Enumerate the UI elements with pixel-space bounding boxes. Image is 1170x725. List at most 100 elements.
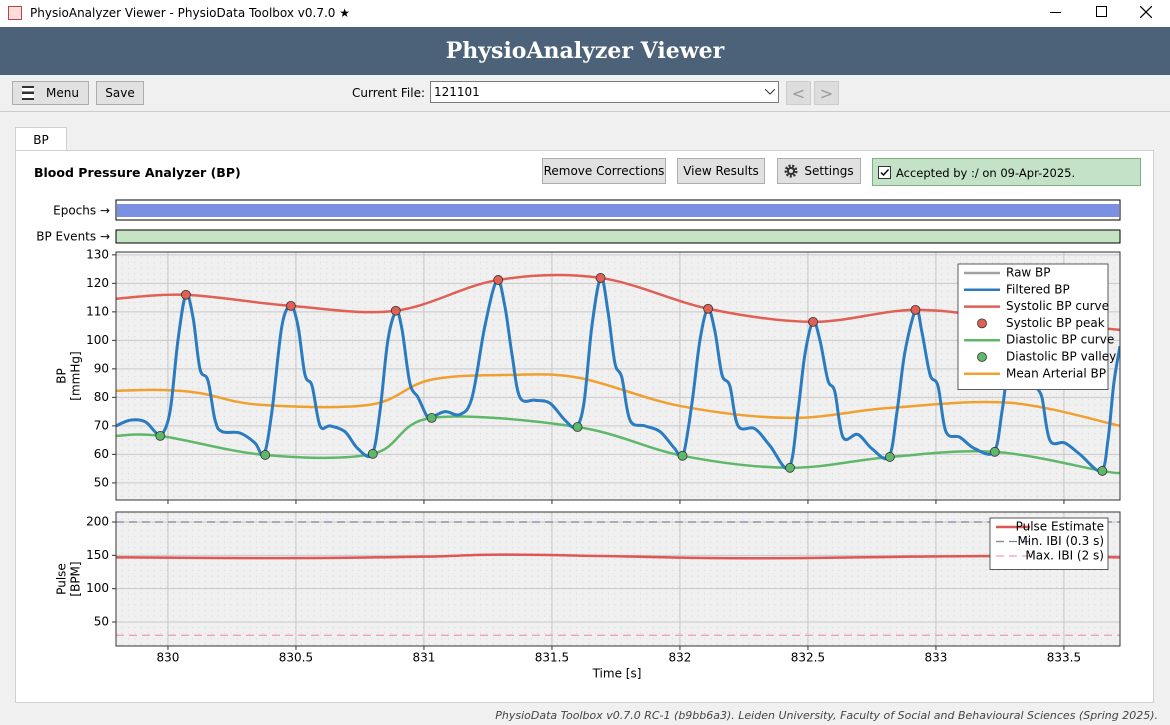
legend-label: Systolic BP peak: [1006, 316, 1105, 330]
button-label: Settings: [804, 164, 854, 178]
legend-label: Filtered BP: [1006, 282, 1070, 296]
marker: [703, 303, 714, 314]
y-tick-label: 150: [86, 548, 109, 562]
marker: [426, 413, 437, 423]
footer: PhysioData Toolbox v0.7.0 RC-1 (b9bb6a3)…: [495, 709, 1158, 722]
minor-grid: [116, 252, 1120, 500]
file-dropdown[interactable]: 121101: [430, 81, 779, 103]
bp-tab[interactable]: BP: [15, 127, 67, 151]
legend-label: Min. IBI (0.3 s): [1017, 534, 1104, 548]
events-track: [115, 229, 1121, 244]
legend-label: Raw BP: [1006, 266, 1051, 280]
y-tick-label: 120: [86, 276, 109, 290]
dropdown-arrow: [765, 89, 775, 95]
save-button[interactable]: Save: [96, 81, 144, 105]
x-tick-label: 833: [924, 651, 947, 665]
close-button[interactable]: [1140, 6, 1152, 18]
y-tick-label: 100: [86, 581, 109, 595]
gear-icon: [784, 164, 798, 178]
marker: [989, 446, 1000, 457]
remove-corrections-button[interactable]: Remove Corrections: [542, 158, 666, 184]
menu-icon: [22, 86, 35, 100]
epoch-band: [117, 204, 1119, 217]
minor-grid: [116, 512, 1120, 646]
plot: 50 60 70 80 90 100 110 120 130 BP [mmHg] Raw BP Filt…: [55, 247, 1121, 504]
x-tick-label: 830.5: [279, 651, 313, 665]
x-tick-label: 831: [413, 651, 436, 665]
check-mark: [880, 169, 890, 177]
view-results-button[interactable]: View Results: [677, 158, 765, 184]
y-tick-label: 110: [86, 304, 109, 318]
x-tick-label: 833.5: [1047, 651, 1081, 665]
series-line: [116, 373, 1120, 428]
series-layer: [116, 273, 1120, 476]
prev-label: <: [791, 83, 806, 103]
legend-label: Mean Arterial BP: [1006, 366, 1106, 380]
marker: [808, 316, 818, 327]
x-tick-label: 831.5: [535, 651, 569, 665]
next-button[interactable]: >: [814, 81, 839, 105]
y-axis-label: Pulse: [55, 563, 69, 595]
y-tick-label: 70: [94, 418, 109, 432]
marker: [180, 289, 191, 300]
button-label: View Results: [683, 164, 759, 178]
toolbar: Menu Save Current File: 121101 < >: [0, 75, 1170, 112]
minimize-button[interactable]: [1050, 12, 1061, 13]
marker: [572, 422, 583, 432]
y-tick-label: 200: [86, 515, 109, 529]
marker: [367, 448, 378, 459]
status-checkbox[interactable]: [878, 166, 891, 179]
header: PhysioAnalyzer Viewer: [0, 27, 1170, 75]
y-tick-label: 60: [94, 447, 109, 461]
marker: [785, 462, 795, 473]
marker: [910, 304, 921, 315]
marker: [677, 450, 688, 461]
button-label: Remove Corrections: [543, 164, 665, 178]
window-title: PhysioAnalyzer Viewer - PhysioData Toolb…: [30, 6, 351, 20]
status-box: Accepted by :/ on 09-Apr-2025.: [872, 158, 1141, 186]
tab-label: BP: [33, 132, 49, 147]
events-label: BP Events →: [36, 230, 110, 244]
panel-title: Blood Pressure Analyzer (BP): [34, 165, 241, 180]
series-line: [116, 553, 1120, 560]
legend-label: Systolic BP curve: [1006, 299, 1109, 313]
x-tick-label: 832.5: [791, 651, 825, 665]
file-value: 121101: [434, 85, 480, 99]
marker: [884, 452, 895, 462]
y-tick-label: 50: [94, 475, 109, 489]
y-axis-label: BP: [55, 368, 69, 383]
marker: [260, 450, 271, 460]
plot-frame: [115, 511, 1121, 647]
settings-button[interactable]: Settings: [777, 158, 861, 184]
marker: [155, 430, 166, 441]
file-label: Current File:: [352, 86, 426, 100]
legend-label: Diastolic BP curve: [1006, 333, 1114, 347]
marker: [595, 273, 606, 283]
legend-label: Diastolic BP valley: [1006, 350, 1116, 364]
x-tick-label: 832: [668, 651, 691, 665]
maximize-button[interactable]: [1096, 6, 1107, 17]
plot-layer: 50 60 70 80 90 100 110 120 130 BP [mmHg] Raw BP Filt…: [55, 247, 1121, 665]
x-axis-label: Time [s]: [592, 667, 642, 681]
series-line: [116, 276, 1120, 473]
series-layer: [116, 521, 1120, 636]
app-icon: [8, 6, 22, 20]
marker: [1097, 466, 1108, 476]
y-axis-label: [BPM]: [69, 561, 83, 596]
epochs-label: Epochs →: [53, 204, 110, 218]
y-tick-label: 50: [94, 615, 109, 629]
legend-marker: [977, 318, 987, 329]
marker: [390, 305, 401, 316]
title-bar: PhysioAnalyzer Viewer - PhysioData Toolb…: [0, 0, 1170, 27]
x-tick-label: 830: [157, 651, 180, 665]
prev-button[interactable]: <: [786, 81, 811, 105]
plot: 50 100 150 200 830 830.5 831 831.5 832 832.5 833 83…: [55, 511, 1121, 665]
save-label: Save: [105, 86, 135, 100]
y-tick-label: 80: [94, 390, 109, 404]
marker: [493, 275, 504, 285]
y-tick-label: 100: [86, 333, 109, 347]
y-tick-label: 90: [94, 361, 109, 375]
menu-button[interactable]: Menu: [12, 81, 89, 105]
legend-label: Pulse Estimate: [1016, 520, 1104, 534]
